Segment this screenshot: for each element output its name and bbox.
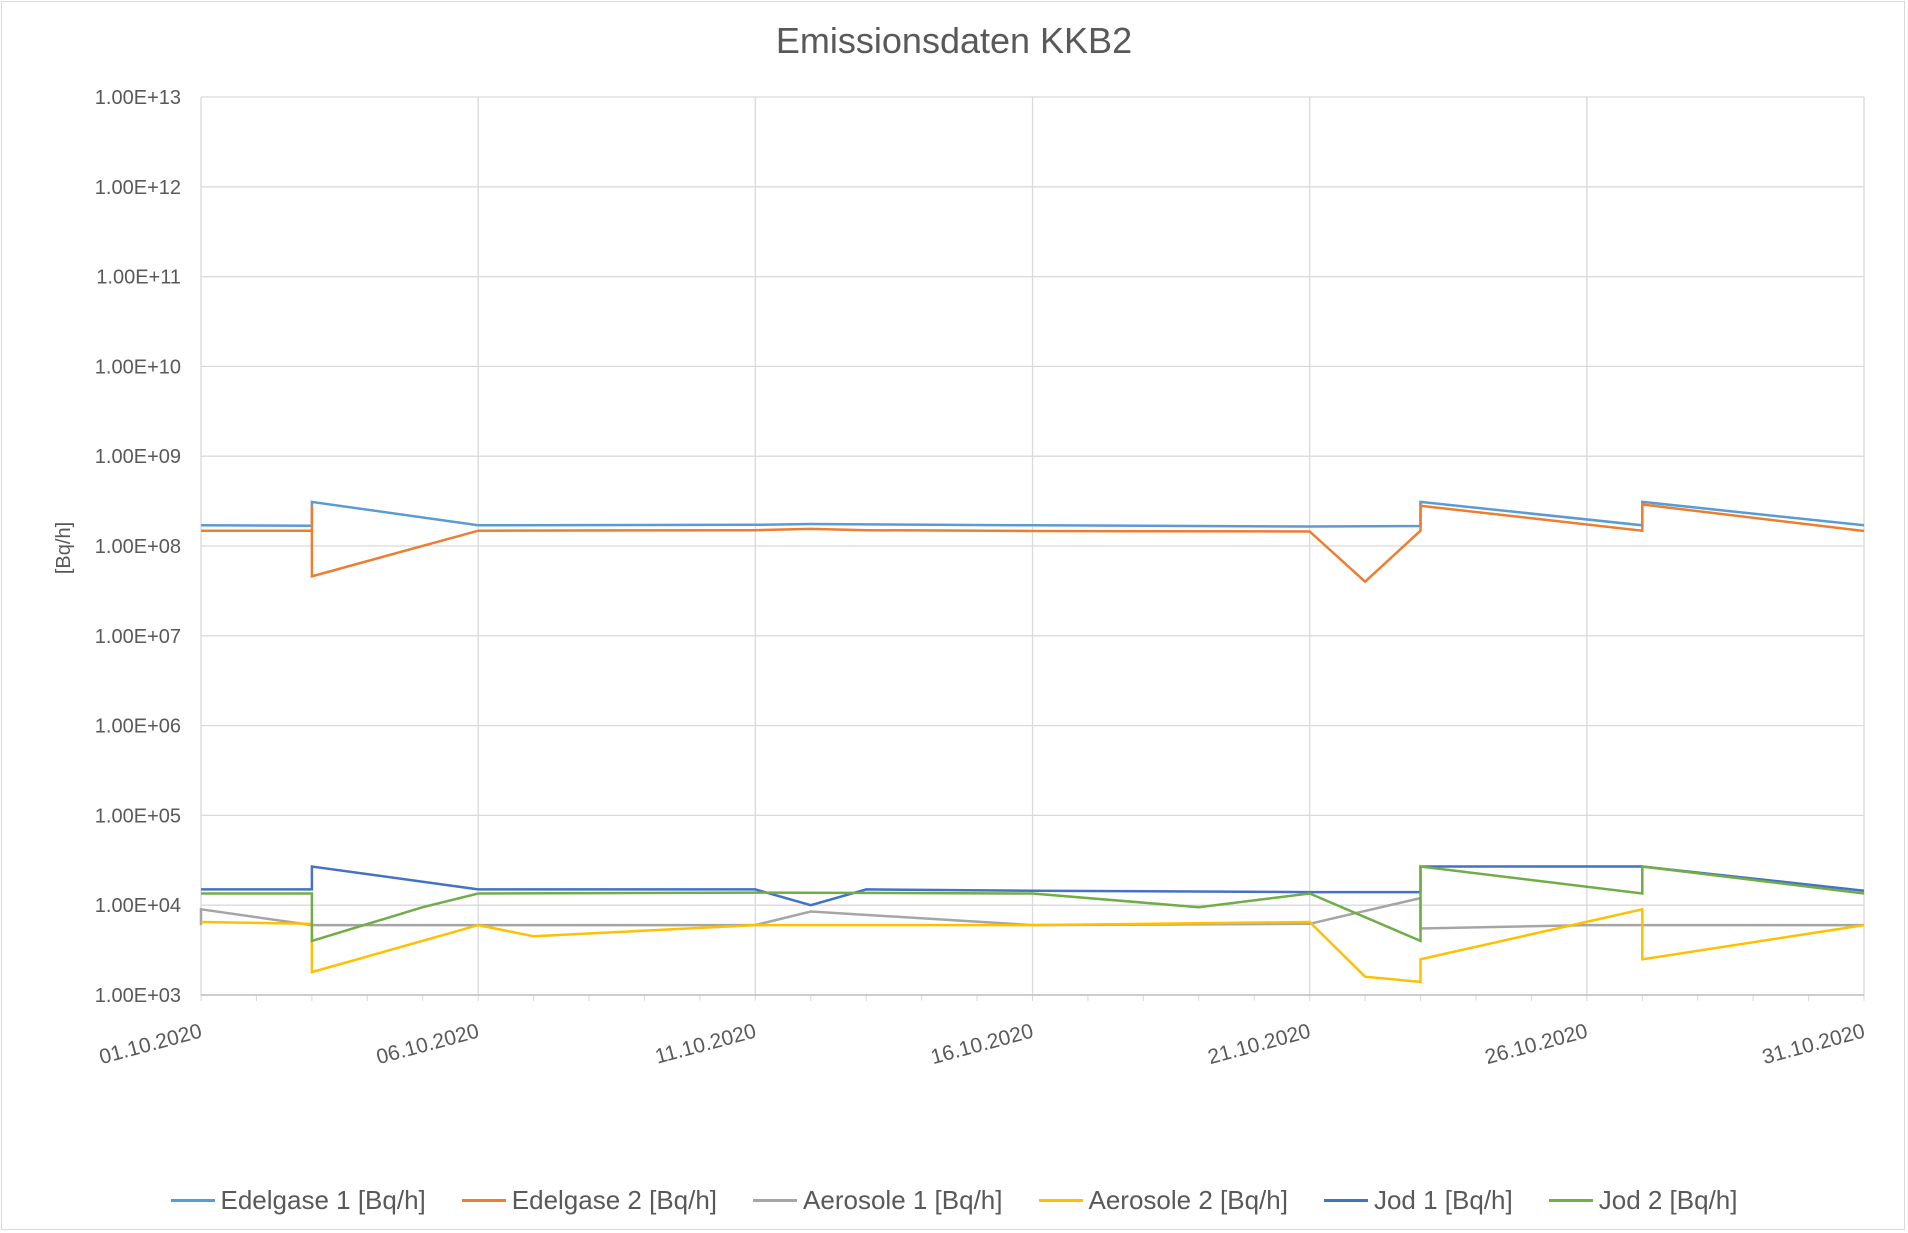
legend-label: Jod 2 [Bq/h] — [1598, 1184, 1738, 1215]
y-axis-label: [Bq/h] — [53, 522, 75, 574]
legend-item-4: Aerosole 2 [Bq/h] — [1038, 1180, 1288, 1220]
x-tick-label: 11.10.2020 — [653, 1020, 759, 1069]
grid-lines — [200, 96, 1865, 1001]
series-line-1 — [200, 500, 1865, 528]
legend-swatch — [461, 1198, 506, 1202]
y-tick-label: 1.00E+06 — [95, 716, 181, 738]
y-tick-label: 1.00E+08 — [95, 536, 181, 558]
x-tick-label: 06.10.2020 — [374, 1020, 481, 1069]
legend-swatch — [170, 1198, 215, 1202]
y-tick-label: 1.00E+11 — [96, 267, 181, 289]
x-tick-label: 31.10.2020 — [1760, 1020, 1867, 1069]
y-tick-label: 1.00E+10 — [95, 356, 181, 378]
y-tick-label: 1.00E+03 — [95, 985, 181, 1007]
legend-swatch — [1323, 1198, 1368, 1202]
x-tick-label: 26.10.2020 — [1483, 1020, 1590, 1069]
legend-label: Edelgase 1 [Bq/h] — [220, 1184, 426, 1215]
x-tick-labels: 01.10.2020 06.10.2020 11.10.2020 16.10.2020… — [97, 1020, 1867, 1069]
x-tick-label: 21.10.2020 — [1205, 1020, 1312, 1069]
x-tick-label: 16.10.2020 — [928, 1020, 1035, 1069]
legend-swatch — [753, 1198, 798, 1202]
legend-item-3: Aerosole 1 [Bq/h] — [753, 1180, 1003, 1220]
chart-title: Emissionsdaten KKB2 — [775, 20, 1133, 61]
legend-label: Edelgase 2 [Bq/h] — [511, 1184, 718, 1215]
legend-label: Aerosole 1 [Bq/h] — [803, 1184, 1003, 1215]
y-tick-label: 1.00E+04 — [95, 895, 181, 917]
y-tick-label: 1.00E+12 — [95, 177, 181, 199]
legend-item-5: Jod 1 [Bq/h] — [1323, 1180, 1513, 1220]
series-line-2 — [201, 503, 1865, 584]
y-tick-label: 1.00E+09 — [95, 446, 181, 468]
y-tick-labels: 1.00E+03 1.00E+04 1.00E+05 1.00E+06 1.00E+07… — [95, 87, 181, 1007]
series-lines — [199, 500, 1865, 984]
y-tick-label: 1.00E+13 — [95, 87, 181, 109]
series-line-4 — [200, 907, 1865, 984]
legend-label: Aerosole 2 [Bq/h] — [1088, 1184, 1288, 1215]
legend-swatch — [1548, 1198, 1593, 1202]
legend-swatch — [1038, 1198, 1083, 1202]
legend-item-1: Edelgase 1 [Bq/h] — [170, 1180, 426, 1220]
y-tick-label: 1.00E+07 — [95, 626, 181, 648]
legend-label: Jod 1 [Bq/h] — [1373, 1184, 1513, 1215]
legend: Edelgase 1 [Bq/h] Edelgase 2 [Bq/h] Aeroso… — [0, 1180, 1908, 1220]
y-tick-label: 1.00E+05 — [95, 805, 181, 827]
series-line-6 — [201, 865, 1865, 943]
legend-item-6: Jod 2 [Bq/h] — [1548, 1180, 1738, 1220]
legend-item-2: Edelgase 2 [Bq/h] — [461, 1180, 718, 1220]
x-tick-label: 01.10.2020 — [97, 1020, 204, 1069]
